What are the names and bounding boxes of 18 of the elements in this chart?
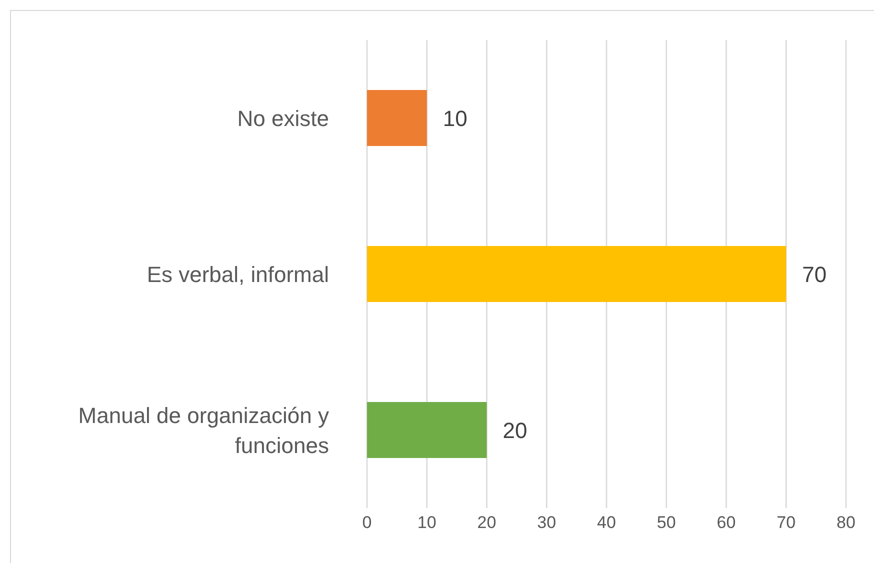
x-tick-label: 40: [597, 513, 616, 532]
x-tick-label: 0: [362, 513, 372, 532]
x-tick-label: 20: [477, 513, 496, 532]
bar: [367, 90, 427, 146]
bar: [367, 402, 487, 458]
x-tick-label: 10: [417, 513, 436, 532]
data-label: 70: [802, 262, 827, 287]
x-tick-label: 80: [836, 513, 856, 532]
x-tick-label: 70: [776, 513, 796, 532]
y-tick-label: No existe: [237, 106, 329, 130]
y-tick-label: Manual de organización y funciones: [78, 402, 329, 458]
x-tick-label: 30: [537, 513, 556, 532]
bar: [367, 246, 786, 302]
data-label: 20: [502, 418, 528, 443]
x-tick-label: 60: [716, 513, 736, 532]
data-label: 10: [442, 106, 468, 131]
x-tick-label: 50: [656, 513, 676, 532]
y-tick-label: Es verbal, informal: [146, 262, 329, 286]
